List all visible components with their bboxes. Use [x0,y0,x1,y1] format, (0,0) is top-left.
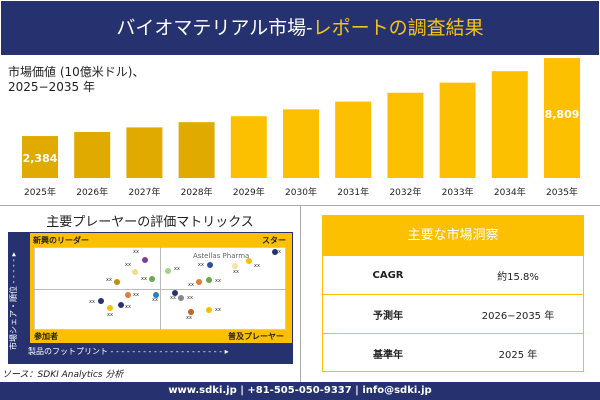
page-title: バイオマテリアル市場-レポートの調査結果 [116,17,484,39]
player-dot [206,277,212,283]
player-dot [142,257,148,263]
player-label: xx [186,315,192,321]
x-tick-label: 2033年 [442,186,474,198]
player-label: xx [170,295,176,301]
bar [491,71,528,178]
player-label: xx [198,262,204,268]
x-tick-label: 2029年 [233,186,265,198]
player-dot [232,263,238,269]
x-tick-label: 2034年 [494,186,526,198]
bar [544,58,580,178]
insights-table: 主要な市場洞察 CAGR 約15.8% 予測年 2026−2035 年 基準年 202… [322,215,584,372]
player-label: xx [174,266,180,272]
x-tick-label: 2032年 [389,186,421,198]
highlight-label: Astellas Pharma [193,252,250,260]
player-label: xx [233,269,239,275]
player-dot [132,269,138,275]
header: バイオマテリアル市場-レポートの調査結果 [0,0,600,56]
quadrant-label: 普及プレーヤー [228,332,284,341]
player-dot [107,305,113,311]
player-label: xx [187,295,193,301]
table-row: CAGR 約15.8% [323,255,583,294]
row-key: 基準年 [373,349,403,361]
y-axis-label: 市場シェア・順位 - - - - - ▸ [9,252,18,350]
player-dot [196,279,202,285]
player-dot [172,290,178,296]
x-tick-label: 2027年 [128,186,160,198]
player-dot [246,258,252,264]
player-dot [149,276,155,282]
player-label: xx [89,299,95,305]
row-value: 2026−2035 年 [481,310,555,322]
data-label: 8,809 [545,108,580,121]
insights-title: 主要な市場洞察 [323,216,583,255]
bar [387,92,424,178]
divider [300,205,301,382]
player-label: xx [133,249,139,255]
player-dot [206,307,212,313]
player-dot [98,298,104,304]
table-row: 予測年 2026−2035 年 [323,294,583,333]
player-label: xx [254,263,260,269]
player-label: xx [188,282,194,288]
bar [126,127,163,178]
player-dot [165,268,171,274]
player-dot [178,295,184,301]
source-note: ソース：SDKI Analytics 分析 [2,370,124,380]
player-label: xx [133,292,139,298]
quadrant-label: スター [262,236,286,245]
matrix-gridline [160,247,161,330]
bar [439,82,476,178]
player-label: xx [125,304,131,310]
bar [74,132,111,178]
x-tick-label: 2030年 [285,186,317,198]
x-tick-label: 2028年 [181,186,213,198]
player-label: xx [125,262,131,268]
player-dot [114,279,120,285]
bar [178,122,215,178]
row-value: 約15.8% [497,271,539,283]
row-value: 2025 年 [498,349,538,361]
player-dot [207,262,213,268]
bar [22,136,58,178]
row-key: 予測年 [373,310,403,322]
data-label: 2,384 [23,152,58,165]
player-label: xx [275,249,281,255]
player-label: xx [152,297,158,303]
row-key: CAGR [372,269,404,281]
x-tick-label: 2035年 [546,186,578,198]
quadrant-label: 新興のリーダー [33,236,89,245]
matrix-gridline [34,289,286,290]
x-axis-label: 製品のフットプリント - - - - - - - - - - - - - - -… [28,347,229,356]
player-dot [125,292,131,298]
player-dot [188,309,194,315]
bar [230,116,267,178]
player-label: xx [107,312,113,318]
chart-title: 市場価値 (10億米ドル)、 2025−2035 年 [8,65,145,94]
x-tick-label: 2031年 [337,186,369,198]
player-dot [272,249,278,255]
player-label: xx [106,277,112,283]
table-row: 基準年 2025 年 [323,333,583,372]
player-label: xx [215,278,221,284]
player-dot [153,292,159,298]
bar-chart: 2025年 2,384 2026年 2027年 2028年 2029年 2030年 2031年… [22,58,580,198]
x-tick-label: 2025年 [24,186,56,198]
matrix-title: 主要プレーヤーの評価マトリックス [46,215,254,230]
bar [283,109,319,178]
bar [335,101,372,178]
footer[interactable]: www.sdki.jp | +81-505-050-9337 | info@sd… [0,382,600,400]
player-label: xx [215,307,221,313]
player-label: xx [141,276,147,282]
x-tick-label: 2026年 [76,186,108,198]
player-dot [118,302,124,308]
quadrant-label: 参加者 [34,332,58,341]
